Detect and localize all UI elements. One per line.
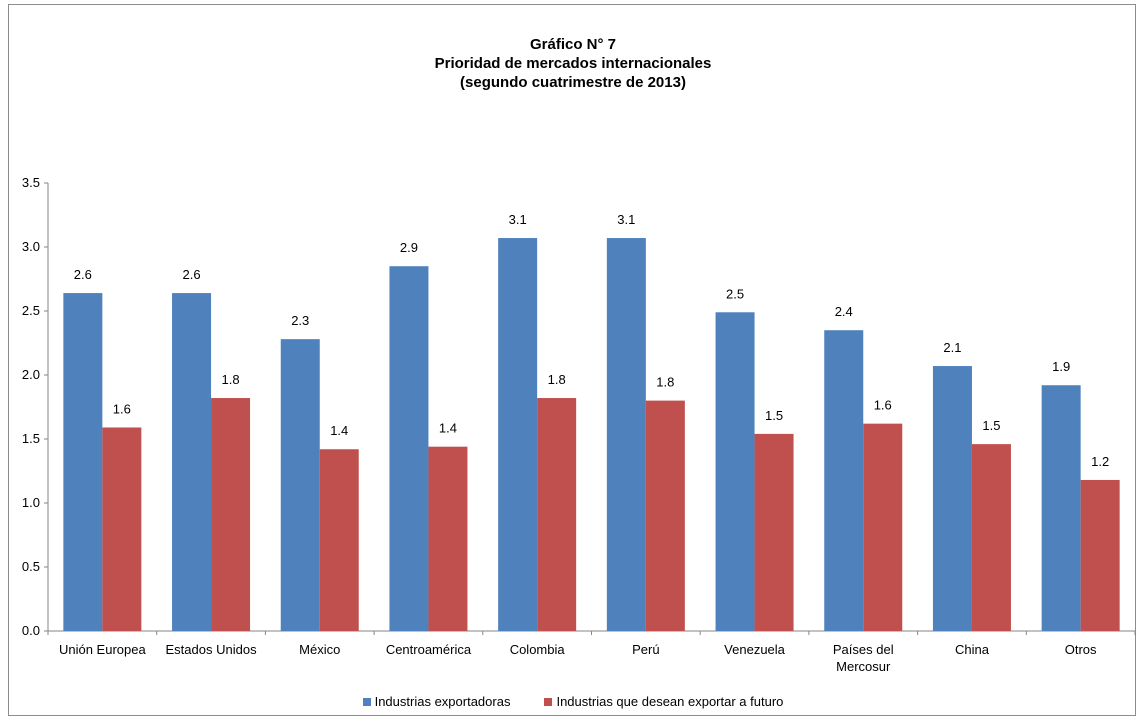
data-label: 1.5 (765, 408, 783, 423)
bar-exportadoras (932, 366, 972, 631)
data-label: 1.4 (439, 421, 457, 436)
x-tick-label: Perú (632, 642, 659, 657)
data-label: 2.3 (291, 313, 309, 328)
bar-futuro (102, 427, 142, 631)
data-label: 3.1 (509, 212, 527, 227)
x-tick-label: Venezuela (724, 642, 785, 657)
legend-label-exportadoras: Industrias exportadoras (374, 694, 511, 709)
x-tick-label: Centroamérica (386, 642, 472, 657)
x-tick-label: Otros (1065, 642, 1097, 657)
data-label: 3.1 (617, 212, 635, 227)
data-label: 2.5 (726, 286, 744, 301)
y-tick-label: 0.0 (22, 623, 40, 638)
bar-exportadoras (606, 238, 646, 632)
data-label: 1.9 (1052, 359, 1070, 374)
data-label: 1.4 (330, 423, 348, 438)
chart-frame: Gráfico N° 7 Prioridad de mercados inter… (8, 4, 1136, 716)
data-label: 2.6 (183, 267, 201, 282)
y-tick-label: 3.5 (22, 175, 40, 190)
x-tick-label: Colombia (510, 642, 566, 657)
data-label: 2.6 (74, 267, 92, 282)
bar-exportadoras (389, 266, 429, 631)
bar-exportadoras (280, 339, 320, 631)
x-tick-label: China (955, 642, 990, 657)
chart-title-line-2: Prioridad de mercados internacionales (434, 55, 712, 72)
bar-exportadoras (824, 330, 864, 631)
x-tick-label: México (299, 642, 340, 657)
y-tick-label: 1.5 (22, 431, 40, 446)
data-label: 1.8 (656, 375, 674, 390)
bar-chart: 0.0 0.5 1.0 1.5 2.0 2.5 3.0 3.5 2.6 1.6 Unión Euro… (22, 175, 1136, 674)
y-tick-label: 2.0 (22, 367, 40, 382)
bar-exportadoras (1041, 385, 1081, 631)
bar-futuro (971, 444, 1011, 631)
data-label: 1.2 (1091, 454, 1109, 469)
chart-title: Gráfico N° 7 Prioridad de mercados inter… (9, 35, 1137, 92)
legend-label-futuro: Industrias que desean exportar a futuro (556, 694, 784, 709)
chart-title-line-3: (segundo cuatrimestre de 2013) (460, 74, 686, 91)
bar-futuro (863, 423, 903, 631)
bar-futuro (1080, 479, 1120, 631)
bar-futuro (645, 400, 685, 631)
x-tick-label: Países del (833, 642, 894, 657)
bar-exportadoras (498, 238, 538, 632)
bar-futuro (319, 449, 359, 631)
x-tick-label: Mercosur (836, 659, 891, 674)
bar-futuro (211, 398, 251, 631)
data-label: 2.9 (400, 240, 418, 255)
bar-exportadoras (715, 312, 755, 631)
bar-futuro (537, 398, 577, 631)
bar-exportadoras (172, 293, 212, 631)
y-tick-label: 2.5 (22, 303, 40, 318)
data-label: 1.6 (113, 401, 131, 416)
legend-swatch-futuro (544, 697, 553, 706)
x-tick-label: Unión Europea (59, 642, 146, 657)
data-label: 1.6 (874, 398, 892, 413)
y-tick-label: 1.0 (22, 495, 40, 510)
legend-item-futuro: Industrias que desean exportar a futuro (544, 694, 783, 709)
legend: Industrias exportadoras Industrias que d… (9, 694, 1137, 709)
data-label: 1.8 (222, 372, 240, 387)
chart-title-line-1: Gráfico N° 7 (529, 36, 617, 53)
x-tick-label: Estados Unidos (166, 642, 258, 657)
data-label: 1.8 (548, 372, 566, 387)
data-label: 2.4 (835, 304, 853, 319)
bar-futuro (428, 446, 468, 631)
y-tick-label: 0.5 (22, 559, 40, 574)
bar-exportadoras (63, 293, 103, 631)
data-label: 1.5 (982, 418, 1000, 433)
legend-swatch-exportadoras (362, 697, 371, 706)
legend-item-exportadoras: Industrias exportadoras (362, 694, 511, 709)
bar-futuro (754, 433, 794, 631)
y-tick-label: 3.0 (22, 239, 40, 254)
data-label: 2.1 (943, 340, 961, 355)
